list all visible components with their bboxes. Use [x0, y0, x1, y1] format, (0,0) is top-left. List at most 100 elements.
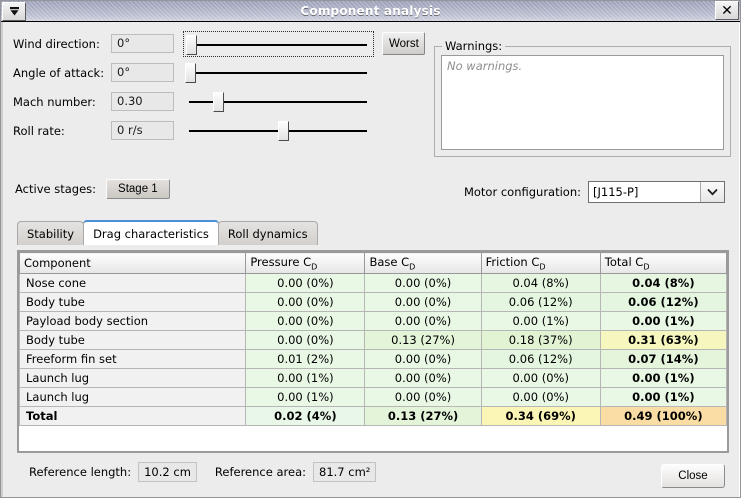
- table-empty-area: [19, 425, 727, 451]
- title-bar: Component analysis ✕: [1, 1, 740, 22]
- tab-roll-dynamics[interactable]: Roll dynamics: [217, 221, 318, 245]
- cell-component: Freeform fin set: [19, 349, 247, 370]
- tab-drag-characteristics[interactable]: Drag characteristics: [83, 220, 219, 245]
- wind-direction-slider[interactable]: [183, 30, 374, 57]
- cell-total-cd: 0.31 (63%): [599, 330, 727, 351]
- cell-base-cd: 0.13 (27%): [364, 330, 482, 351]
- cell-pressure-cd: 0.00 (0%): [245, 273, 366, 294]
- col-header-pressure-cd[interactable]: Pressure CD: [245, 252, 366, 275]
- table-body: Nose cone 0.00 (0%) 0.00 (0%) 0.04 (8%) 0.04…: [19, 273, 727, 451]
- slider-track: [189, 71, 367, 74]
- cell-base-cd: 0.00 (0%): [364, 311, 482, 332]
- reference-length-value: 10.2 cm: [138, 462, 197, 482]
- cell-total-cd: 0.07 (14%): [599, 349, 727, 370]
- cell-friction-cd: 0.04 (8%): [480, 273, 601, 294]
- col-header-base-cd[interactable]: Base CD: [364, 252, 482, 275]
- stage-1-button[interactable]: Stage 1: [106, 179, 170, 199]
- cell-component: Payload body section: [19, 311, 247, 332]
- cell-total-cd: 0.00 (1%): [599, 311, 727, 332]
- angle-of-attack-slider[interactable]: [183, 60, 373, 86]
- reference-length-label: Reference length:: [29, 465, 132, 479]
- cell-component: Launch lug: [19, 387, 247, 408]
- tab-stability[interactable]: Stability: [17, 221, 85, 245]
- cell-pressure-cd: 0.00 (0%): [245, 311, 366, 332]
- cell-pressure-cd: 0.00 (1%): [245, 387, 366, 408]
- empty-cell: [245, 425, 365, 451]
- cell-component: Launch lug: [19, 368, 247, 389]
- table-row[interactable]: Freeform fin set 0.01 (2%) 0.00 (0%) 0.06 (…: [19, 349, 727, 370]
- cell-friction-cd: 0.18 (37%): [480, 330, 601, 351]
- roll-rate-label: Roll rate:: [13, 123, 65, 138]
- roll-rate-value: 0 r/s: [111, 121, 174, 140]
- parameters-panel: Wind direction: 0° Worst Angle of attack…: [13, 29, 425, 145]
- active-stages-label: Active stages:: [15, 182, 97, 196]
- col-header-total-cd[interactable]: Total CD: [599, 252, 727, 275]
- cell-total-cd: 0.00 (1%): [599, 387, 727, 408]
- cell-pressure-cd: 0.00 (0%): [245, 292, 366, 313]
- cell-pressure-cd: 0.02 (4%): [245, 406, 366, 427]
- cell-total-cd: 0.04 (8%): [599, 273, 727, 294]
- table-row[interactable]: Launch lug 0.00 (1%) 0.00 (0%) 0.00 (0%) 0.0…: [19, 387, 727, 408]
- cell-base-cd: 0.13 (27%): [364, 406, 482, 427]
- cell-pressure-cd: 0.00 (1%): [245, 368, 366, 389]
- slider-thumb[interactable]: [213, 91, 225, 112]
- page-title: Component analysis: [300, 4, 441, 18]
- slider-thumb[interactable]: [186, 34, 197, 55]
- table-header-row: Component Pressure CD Base CD Friction C…: [19, 252, 727, 275]
- slider-thumb[interactable]: [278, 120, 289, 141]
- table-row[interactable]: Launch lug 0.00 (1%) 0.00 (0%) 0.00 (0%) 0.0…: [19, 368, 727, 389]
- motor-configuration-select[interactable]: [J115-P]: [588, 181, 725, 203]
- cell-total-cd: 0.06 (12%): [599, 292, 727, 313]
- cell-base-cd: 0.00 (0%): [364, 349, 482, 370]
- drag-characteristics-table: Component Pressure CD Base CD Friction C…: [17, 250, 729, 453]
- mach-number-slider[interactable]: [183, 89, 373, 115]
- warnings-legend: Warnings:: [442, 39, 506, 53]
- cell-total-cd: 0.00 (1%): [599, 368, 727, 389]
- close-button[interactable]: Close: [661, 464, 725, 488]
- cell-component: Body tube: [19, 330, 247, 351]
- warnings-group: Warnings: No warnings.: [434, 39, 731, 157]
- slider-thumb[interactable]: [185, 62, 196, 83]
- cell-component: Body tube: [19, 292, 247, 313]
- table-row[interactable]: Payload body section 0.00 (0%) 0.00 (0%) 0.…: [19, 311, 727, 332]
- angle-of-attack-label: Angle of attack:: [13, 65, 105, 80]
- window-menu-chevron-icon[interactable]: [2, 1, 26, 21]
- table-row[interactable]: Total 0.02 (4%) 0.13 (27%) 0.34 (69%) 0.49 (…: [19, 406, 727, 427]
- col-header-friction-cd[interactable]: Friction CD: [480, 252, 601, 275]
- warnings-text: No warnings.: [447, 59, 523, 73]
- wind-direction-label: Wind direction:: [13, 36, 100, 51]
- cell-friction-cd: 0.00 (0%): [480, 387, 601, 408]
- slider-track: [190, 43, 367, 46]
- param-row-wind-direction: Wind direction: 0° Worst: [13, 29, 425, 58]
- empty-cell: [600, 425, 727, 451]
- slider-track: [189, 100, 367, 103]
- table-row[interactable]: Body tube 0.00 (0%) 0.13 (27%) 0.18 (37%) 0.…: [19, 330, 727, 351]
- cell-friction-cd: 0.34 (69%): [480, 406, 601, 427]
- mach-number-label: Mach number:: [13, 94, 96, 109]
- cell-base-cd: 0.00 (0%): [364, 387, 482, 408]
- close-icon[interactable]: ✕: [715, 1, 739, 20]
- table-row[interactable]: Nose cone 0.00 (0%) 0.00 (0%) 0.04 (8%) 0.04…: [19, 273, 727, 294]
- worst-button[interactable]: Worst: [382, 32, 425, 55]
- warnings-box[interactable]: No warnings.: [441, 55, 724, 150]
- reference-row: Reference length: 10.2 cm Reference area…: [29, 462, 394, 482]
- motor-configuration-label: Motor configuration:: [463, 185, 581, 199]
- col-header-component[interactable]: Component: [19, 252, 247, 275]
- wind-direction-value: 0°: [111, 34, 174, 53]
- chevron-down-icon[interactable]: [700, 182, 724, 202]
- param-row-roll-rate: Roll rate: 0 r/s: [13, 116, 425, 145]
- active-stages-row: Active stages: Stage 1: [15, 179, 170, 199]
- cell-base-cd: 0.00 (0%): [364, 292, 482, 313]
- table-row[interactable]: Body tube 0.00 (0%) 0.00 (0%) 0.06 (12%) 0.0…: [19, 292, 727, 313]
- cell-friction-cd: 0.06 (12%): [480, 292, 601, 313]
- mach-number-value: 0.30: [111, 92, 174, 111]
- roll-rate-slider[interactable]: [183, 118, 373, 144]
- cell-pressure-cd: 0.00 (0%): [245, 330, 366, 351]
- tab-bar: Stability Drag characteristics Roll dyna…: [17, 220, 318, 245]
- angle-of-attack-value: 0°: [111, 63, 174, 82]
- cell-friction-cd: 0.06 (12%): [480, 349, 601, 370]
- empty-cell: [364, 425, 482, 451]
- cell-friction-cd: 0.00 (0%): [480, 368, 601, 389]
- reference-area-value: 81.7 cm²: [313, 462, 377, 482]
